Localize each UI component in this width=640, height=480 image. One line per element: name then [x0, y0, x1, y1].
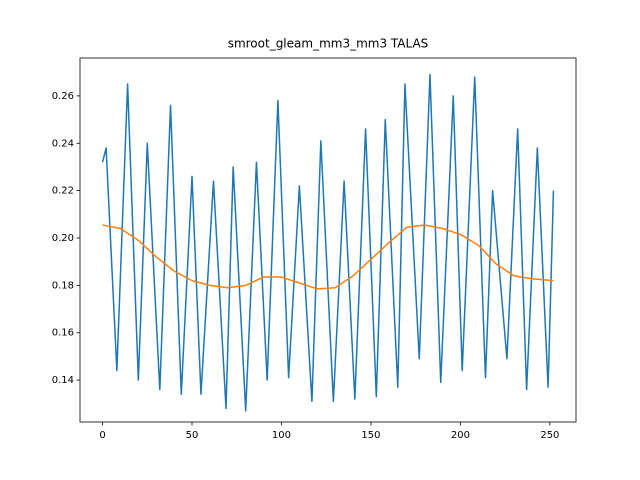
- x-tick-label: 50: [186, 430, 199, 441]
- y-tick-label: 0.24: [52, 138, 74, 149]
- chart-title: smroot_gleam_mm3_mm3 TALAS: [228, 37, 429, 51]
- data-line: [101, 73, 555, 412]
- y-tick-label: 0.18: [52, 280, 74, 291]
- x-tick-label: 150: [361, 430, 380, 441]
- plot-frame: [79, 57, 577, 423]
- data-line: [102, 224, 554, 290]
- x-tick-label: 250: [540, 430, 559, 441]
- x-tick-label: 200: [451, 430, 470, 441]
- y-tick-label: 0.26: [52, 91, 74, 102]
- x-tick-label: 0: [99, 430, 105, 441]
- y-tick-label: 0.16: [52, 328, 74, 339]
- y-tick-label: 0.22: [52, 186, 74, 197]
- y-tick-label: 0.14: [52, 375, 74, 386]
- y-tick-label: 0.20: [52, 233, 74, 244]
- x-tick-label: 100: [272, 430, 291, 441]
